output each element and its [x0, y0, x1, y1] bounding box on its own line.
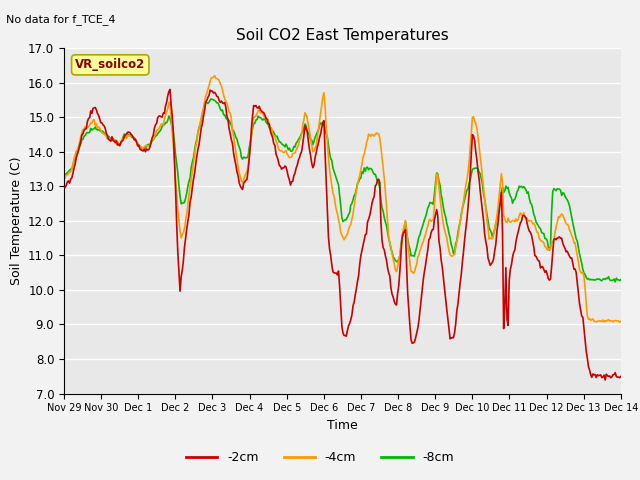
Y-axis label: Soil Temperature (C): Soil Temperature (C): [10, 156, 22, 285]
X-axis label: Time: Time: [327, 419, 358, 432]
Legend: -2cm, -4cm, -8cm: -2cm, -4cm, -8cm: [181, 446, 459, 469]
Text: VR_soilco2: VR_soilco2: [75, 59, 145, 72]
Title: Soil CO2 East Temperatures: Soil CO2 East Temperatures: [236, 28, 449, 43]
Text: No data for f_TCE_4: No data for f_TCE_4: [6, 14, 116, 25]
